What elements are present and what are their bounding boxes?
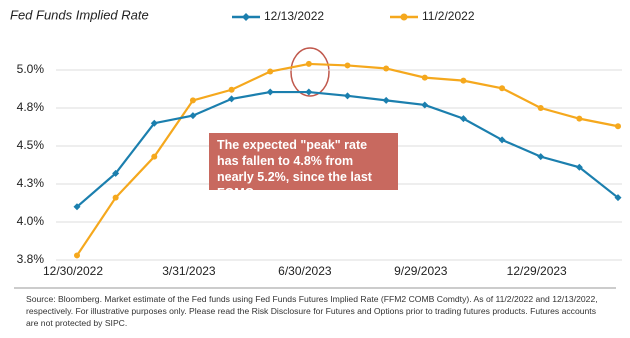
data-point bbox=[267, 68, 274, 75]
data-point bbox=[305, 60, 312, 67]
data-point bbox=[575, 163, 583, 171]
y-tick-label: 3.8% bbox=[17, 252, 45, 266]
data-point bbox=[305, 88, 313, 96]
data-point bbox=[421, 101, 429, 109]
y-tick-label: 4.3% bbox=[17, 176, 45, 190]
data-point bbox=[151, 153, 158, 160]
y-tick-label: 4.5% bbox=[17, 138, 45, 152]
data-point bbox=[614, 194, 622, 202]
data-point bbox=[73, 203, 81, 211]
x-tick-label: 6/30/2023 bbox=[278, 264, 332, 278]
x-tick-label: 3/31/2023 bbox=[162, 264, 216, 278]
data-point bbox=[383, 65, 390, 72]
x-tick-label: 9/29/2023 bbox=[394, 264, 448, 278]
legend-marker bbox=[242, 13, 250, 21]
data-point bbox=[112, 169, 120, 177]
data-point bbox=[382, 96, 390, 104]
x-tick-label: 12/30/2022 bbox=[43, 264, 103, 278]
data-point bbox=[228, 86, 235, 93]
data-point bbox=[344, 62, 351, 69]
legend-marker bbox=[400, 13, 408, 21]
data-point bbox=[112, 194, 119, 201]
chart-title: Fed Funds Implied Rate bbox=[10, 7, 149, 22]
legend-label: 12/13/2022 bbox=[264, 9, 324, 23]
highlight-circle bbox=[290, 47, 330, 97]
data-point bbox=[228, 95, 236, 103]
data-point bbox=[615, 123, 621, 130]
data-point bbox=[189, 97, 196, 104]
data-point bbox=[74, 252, 80, 259]
x-tick-label: 12/29/2023 bbox=[507, 264, 567, 278]
data-point bbox=[189, 112, 197, 120]
source-note: Source: Bloomberg. Market estimate of th… bbox=[26, 294, 598, 328]
data-point bbox=[344, 92, 351, 100]
data-point bbox=[460, 77, 467, 84]
y-tick-label: 4.8% bbox=[17, 100, 45, 114]
data-point bbox=[266, 88, 274, 96]
data-point bbox=[421, 74, 428, 81]
data-point bbox=[459, 115, 467, 123]
data-point bbox=[576, 115, 583, 122]
annotation: The expected "peak" rate has fallen to 4… bbox=[209, 133, 398, 190]
data-point bbox=[537, 153, 545, 161]
y-tick-label: 5.0% bbox=[17, 62, 45, 76]
data-point bbox=[499, 85, 506, 92]
data-point bbox=[537, 105, 544, 111]
y-tick-label: 4.0% bbox=[17, 214, 45, 228]
data-point bbox=[150, 119, 158, 127]
data-point bbox=[498, 136, 506, 144]
legend-label: 11/2/2022 bbox=[422, 9, 475, 23]
